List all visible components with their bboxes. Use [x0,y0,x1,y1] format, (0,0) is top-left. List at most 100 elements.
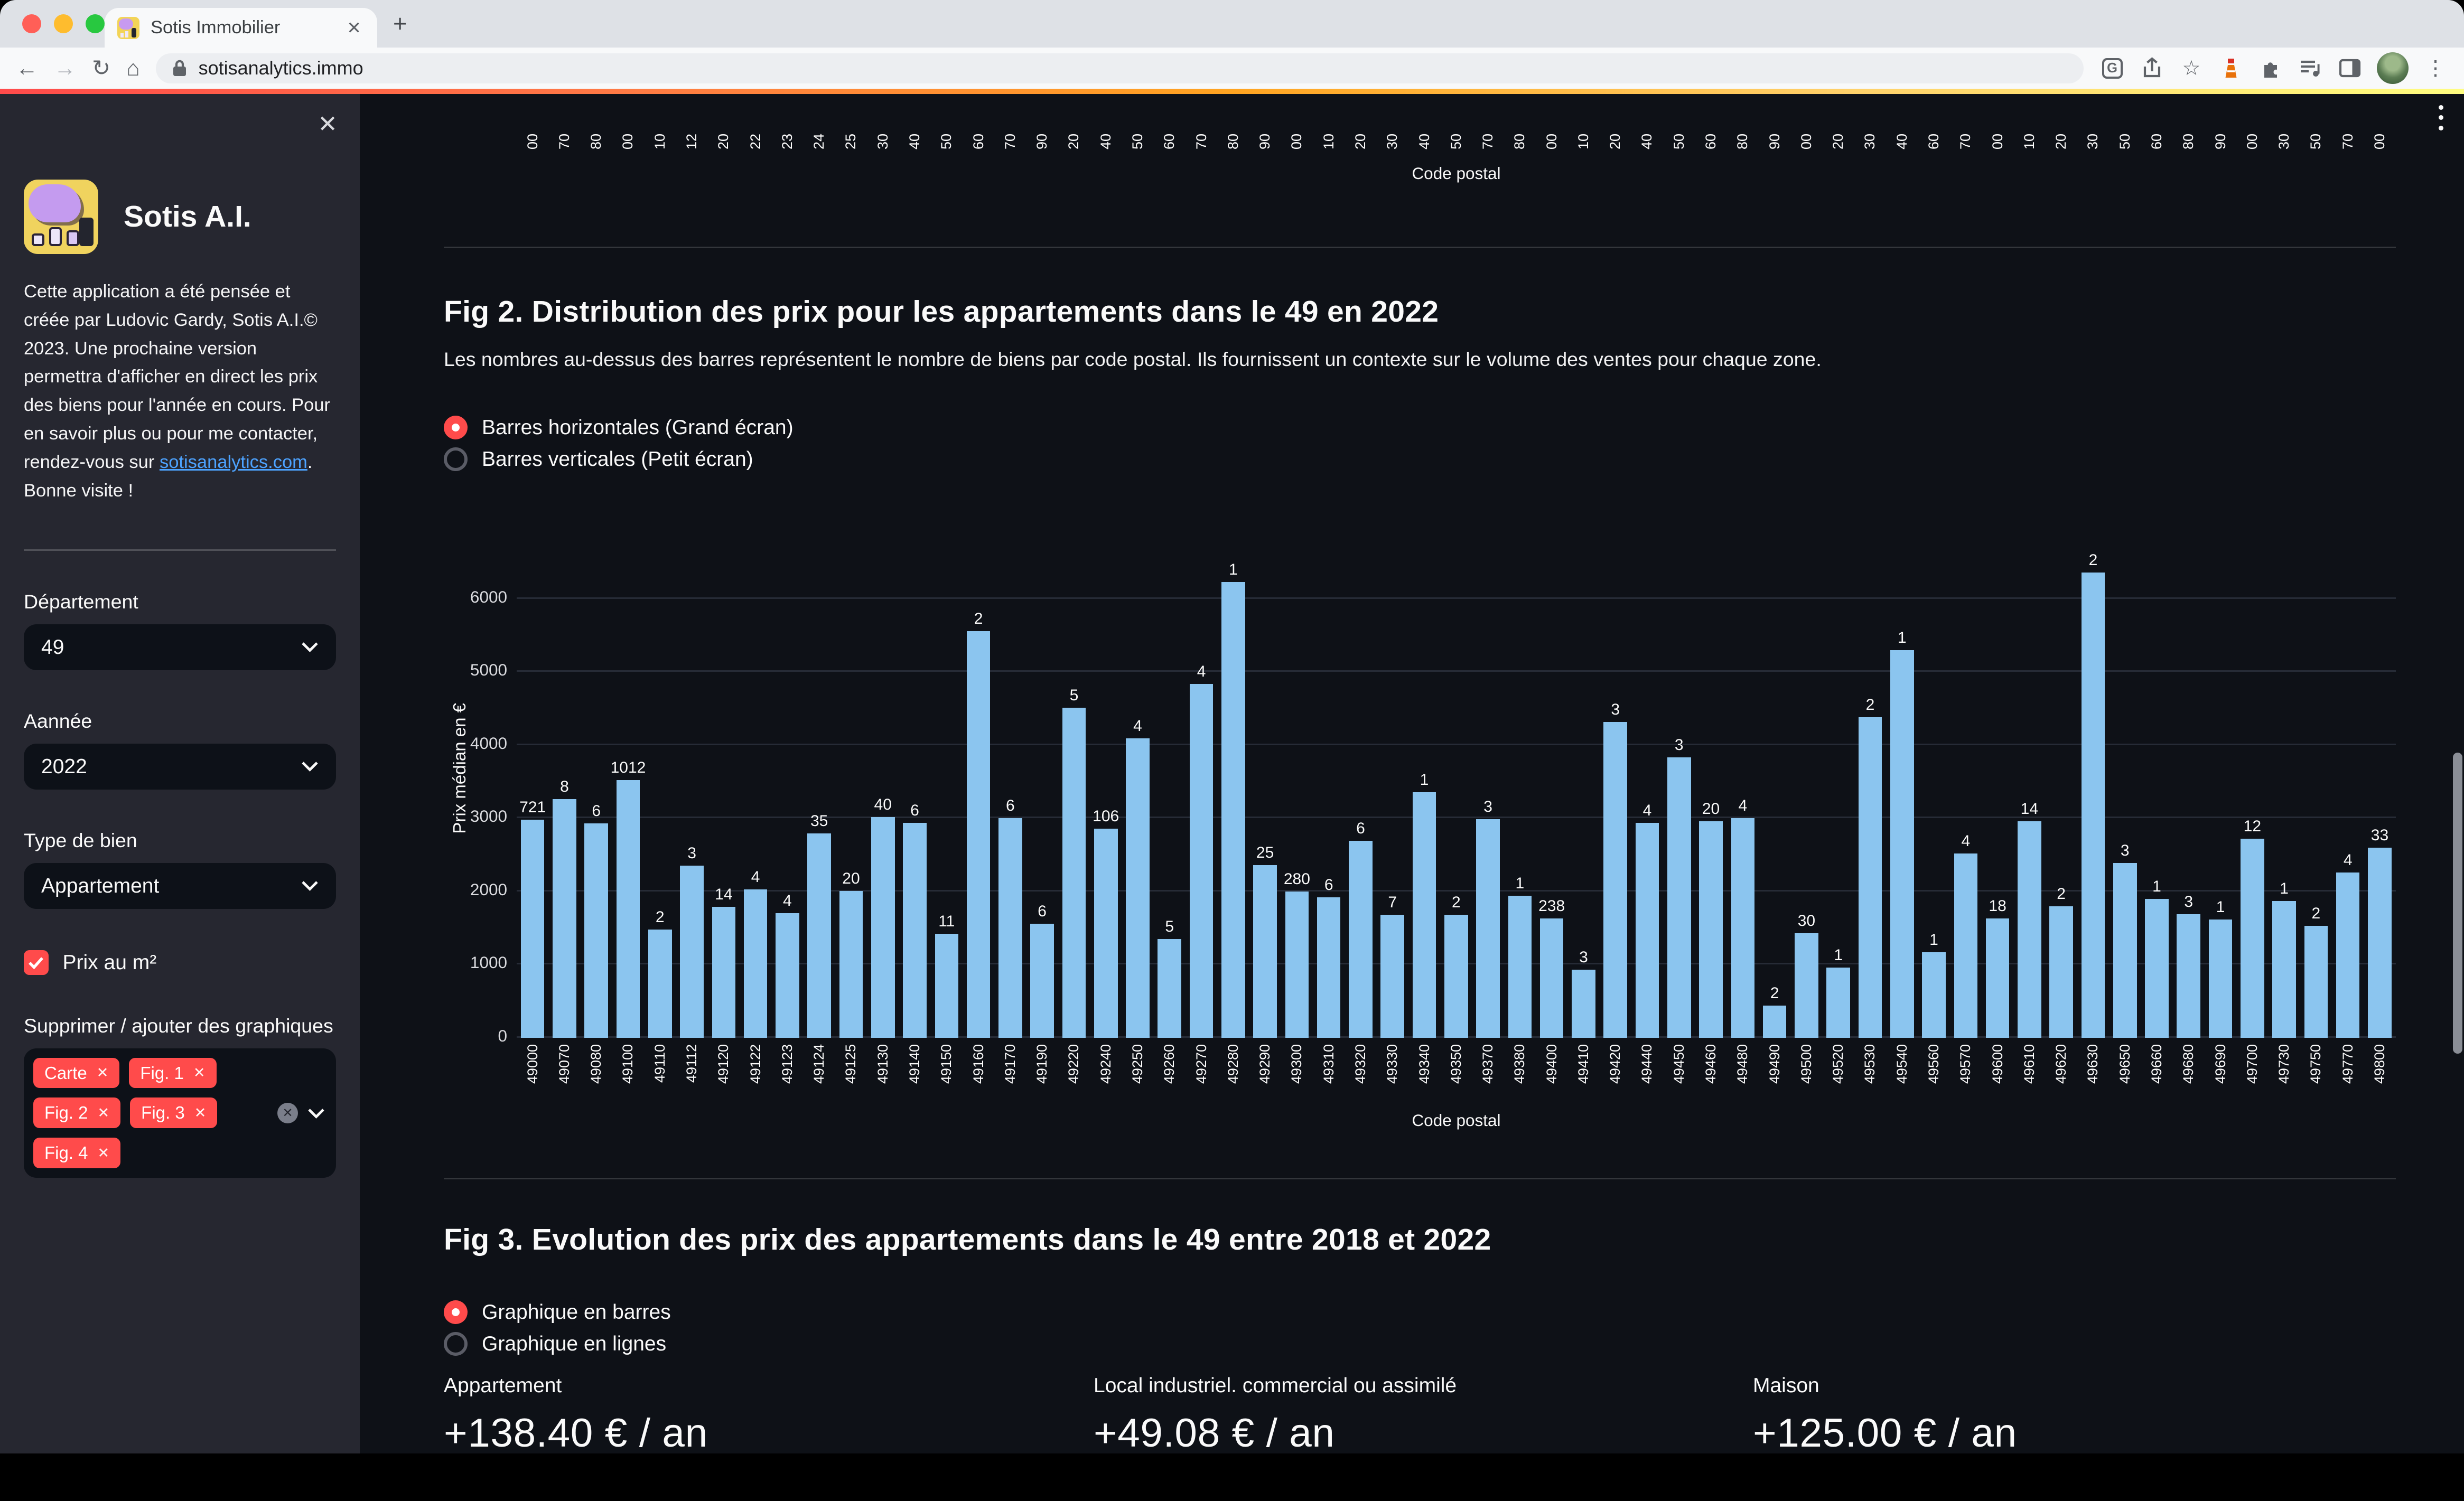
bar[interactable] [1158,939,1182,1038]
side-panel-icon[interactable] [2337,55,2363,81]
bar[interactable] [1189,683,1214,1038]
bar[interactable] [871,817,895,1038]
window-minimize-button[interactable] [54,14,73,33]
back-icon[interactable]: ← [16,55,38,80]
forward-icon[interactable]: → [54,55,76,80]
reload-icon[interactable]: ↻ [92,55,111,80]
bar[interactable] [1253,865,1277,1038]
tag-remove-icon[interactable]: ✕ [96,1065,109,1081]
bar[interactable] [1572,970,1595,1038]
tag-remove-icon[interactable]: ✕ [97,1105,110,1121]
bar[interactable] [1285,891,1309,1038]
annee-select[interactable]: 2022 [24,744,336,790]
bar[interactable] [743,889,768,1038]
bar[interactable] [2272,900,2296,1038]
bar[interactable] [648,929,672,1038]
tab-close-icon[interactable]: ✕ [347,18,361,37]
radio-barres-verticales[interactable]: Barres verticales (Petit écran) [444,447,2396,472]
bar[interactable] [1667,757,1691,1038]
browser-menu-kebab-icon[interactable]: ⋮ [2425,57,2446,80]
radio-unselected-icon[interactable] [444,447,468,472]
bar[interactable] [553,799,576,1038]
bar[interactable] [2018,821,2041,1038]
bar[interactable] [1476,819,1500,1038]
radio-selected-icon[interactable] [444,1300,468,1325]
tag-fig1[interactable]: Fig. 1 ✕ [129,1057,217,1089]
new-tab-button[interactable]: + [393,10,407,37]
bar[interactable] [1349,841,1373,1038]
bar[interactable] [903,822,927,1038]
tag-fig3[interactable]: Fig. 3 ✕ [130,1097,218,1129]
bar[interactable] [2145,898,2169,1038]
radio-graphique-en-barres[interactable]: Graphique en barres [444,1300,2396,1325]
bar[interactable] [2368,847,2392,1038]
scrollbar-thumb[interactable] [2453,753,2462,1054]
multiselect-chevron-down-icon[interactable] [307,1108,325,1119]
bar[interactable] [935,934,959,1038]
bar[interactable] [2081,573,2105,1038]
bar[interactable] [1062,708,1086,1038]
departement-select[interactable]: 49 [24,624,336,671]
bar[interactable] [1699,821,1723,1038]
bar[interactable] [2241,839,2264,1038]
checkbox-checked-icon[interactable] [24,950,49,975]
bar[interactable] [1508,896,1532,1038]
prix-au-m2-checkbox[interactable]: Prix au m² [24,950,336,975]
bar[interactable] [1826,967,1850,1038]
bar[interactable] [1762,1005,1787,1038]
tag-remove-icon[interactable]: ✕ [194,1105,207,1121]
bar[interactable] [1317,897,1341,1038]
bar[interactable] [1890,650,1914,1038]
bar[interactable] [2177,914,2201,1038]
bar[interactable] [2208,919,2233,1038]
browser-tab[interactable]: Sotis Immobilier ✕ [105,8,377,48]
extension-lighthouse-icon[interactable] [2218,55,2244,81]
playlist-icon[interactable] [2298,55,2323,81]
tag-carte[interactable]: Carte ✕ [33,1057,120,1089]
bar[interactable] [839,890,863,1038]
charts-multiselect[interactable]: Carte ✕ Fig. 1 ✕ Fig. 2 ✕ Fig. 3 ✕ Fig. 4 ✕ ✕ [24,1048,336,1178]
bar[interactable] [2049,906,2073,1038]
radio-unselected-icon[interactable] [444,1332,468,1356]
bar[interactable] [1603,721,1627,1038]
bar[interactable] [1221,582,1245,1038]
bookmark-star-icon[interactable]: ☆ [2182,57,2201,80]
profile-avatar[interactable] [2377,52,2409,84]
radio-barres-horizontales[interactable]: Barres horizontales (Grand écran) [444,415,2396,440]
bar[interactable] [1030,923,1054,1038]
bar[interactable] [1954,853,1978,1038]
bar[interactable] [966,631,991,1038]
bar[interactable] [776,913,799,1038]
bar[interactable] [1539,918,1564,1038]
bar[interactable] [807,833,831,1038]
bar[interactable] [2113,862,2137,1038]
bar[interactable] [1444,915,1468,1038]
bar[interactable] [1380,915,1405,1038]
tag-fig4[interactable]: Fig. 4 ✕ [33,1138,121,1168]
extensions-puzzle-icon[interactable] [2258,55,2283,81]
bar[interactable] [998,818,1022,1038]
window-zoom-button[interactable] [86,14,105,33]
bar[interactable] [584,823,608,1038]
share-icon[interactable] [2139,55,2164,81]
bar[interactable] [1922,952,1946,1038]
app-menu-kebab-icon[interactable] [2439,105,2443,130]
bar[interactable] [1795,933,1818,1038]
bar[interactable] [1094,828,1118,1038]
bar[interactable] [1412,792,1436,1038]
multiselect-clear-all-icon[interactable]: ✕ [277,1102,298,1123]
address-bar[interactable]: sotisanalytics.immo [155,53,2084,83]
sotisanalytics-link[interactable]: sotisanalytics.com [159,452,307,472]
window-close-button[interactable] [22,14,41,33]
bar[interactable] [1126,738,1150,1038]
tag-remove-icon[interactable]: ✕ [97,1144,110,1161]
bar[interactable] [1635,822,1659,1038]
type-de-bien-select[interactable]: Appartement [24,863,336,909]
radio-graphique-en-lignes[interactable]: Graphique en lignes [444,1331,2396,1357]
translate-icon[interactable]: G [2099,55,2125,81]
bar[interactable] [520,820,545,1038]
sidebar-close-icon[interactable]: ✕ [318,110,338,137]
bar[interactable] [616,780,640,1038]
tag-remove-icon[interactable]: ✕ [193,1065,206,1081]
bar[interactable] [712,906,736,1038]
